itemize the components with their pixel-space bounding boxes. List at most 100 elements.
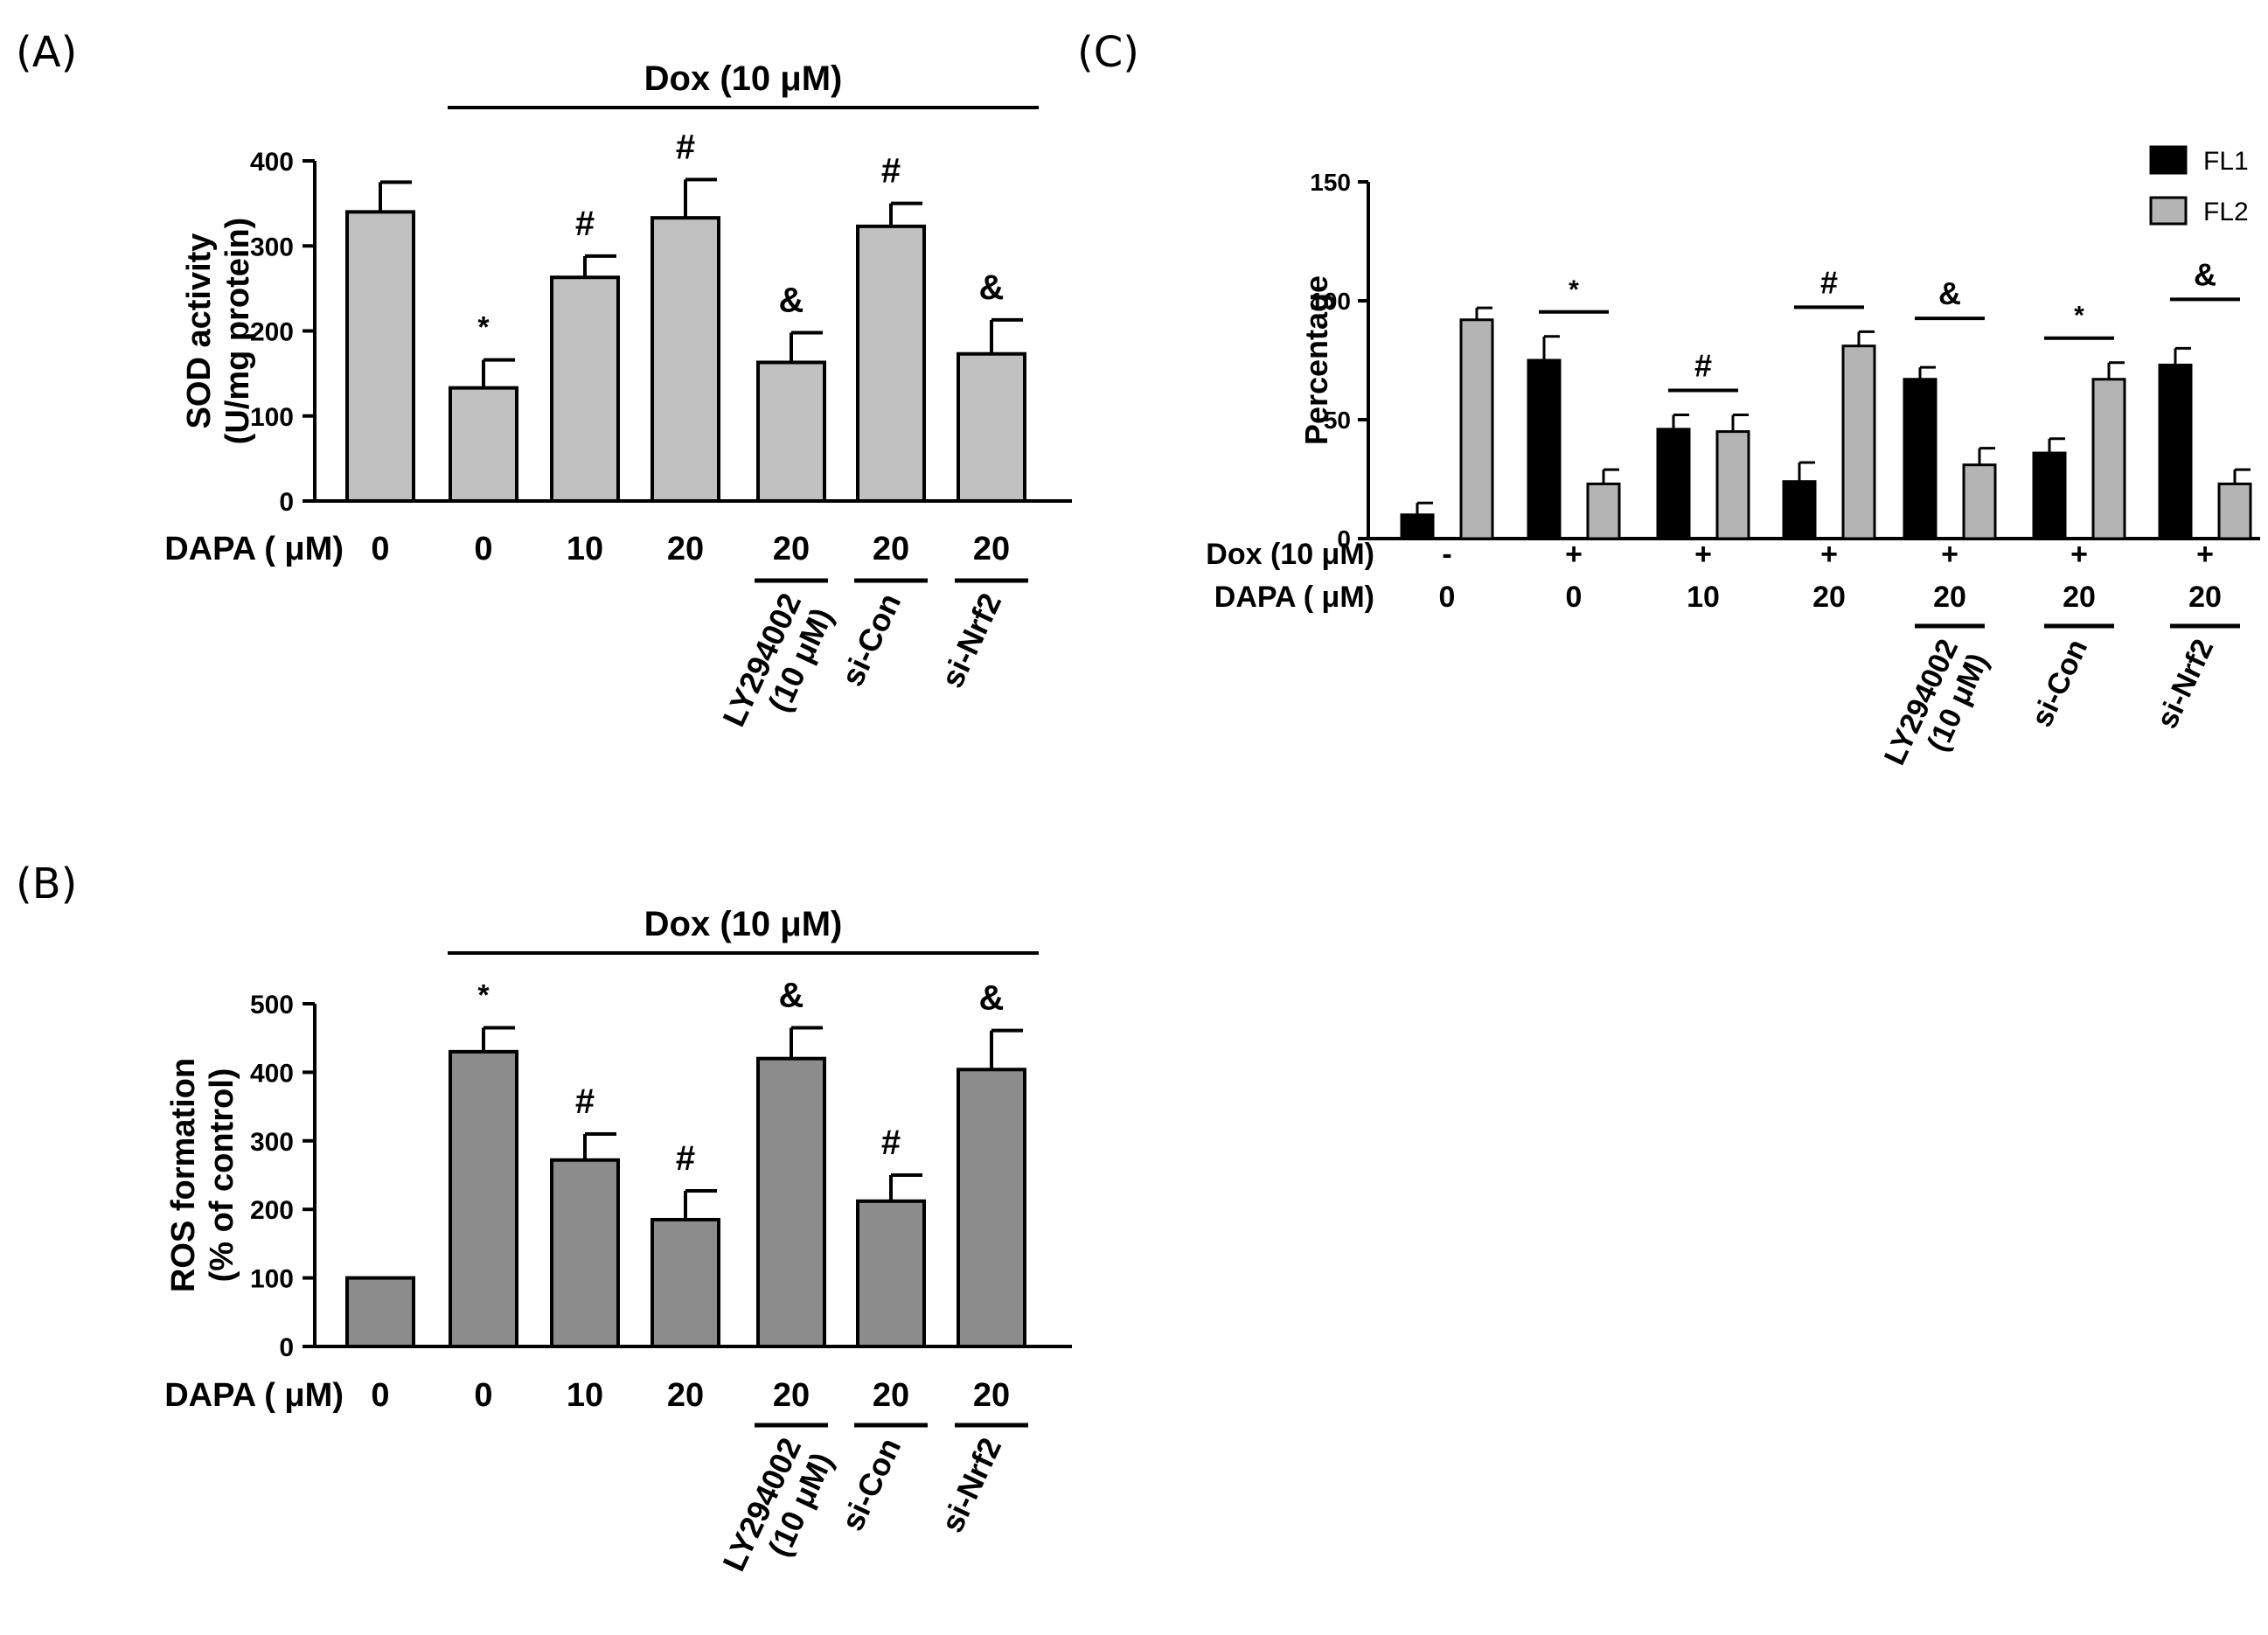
bar bbox=[856, 1199, 926, 1348]
y-axis-label-line2: (% of control) bbox=[204, 1068, 240, 1283]
bar bbox=[449, 1049, 518, 1348]
significance-marker: * bbox=[477, 978, 490, 1012]
dapa-value: 20 bbox=[2188, 581, 2222, 614]
dox-row-label: Dox (10 μM) bbox=[1206, 538, 1374, 571]
bar bbox=[1715, 430, 1750, 540]
dox-sign: + bbox=[2196, 538, 2214, 571]
dox-sign: + bbox=[1565, 538, 1583, 571]
bar bbox=[856, 224, 926, 503]
y-tick-label: 100 bbox=[1310, 288, 1351, 315]
y-axis-label-line1: SOD activity bbox=[181, 233, 218, 429]
y-tick-label: 50 bbox=[1324, 407, 1351, 434]
dox-sign: + bbox=[1694, 538, 1712, 571]
treatment-label: si-Nrf2 bbox=[2150, 634, 2220, 734]
bar bbox=[650, 1217, 720, 1348]
bar bbox=[1527, 358, 1562, 540]
treatment-label-line: si-Nrf2 bbox=[934, 588, 1008, 693]
legend-swatch bbox=[2149, 145, 2188, 175]
dapa-value: 20 bbox=[973, 1377, 1010, 1414]
dapa-value: 20 bbox=[873, 1377, 909, 1414]
bar bbox=[2217, 482, 2252, 540]
dapa-value: 20 bbox=[773, 531, 810, 567]
dox-header-label: Dox (10 μM) bbox=[644, 905, 843, 943]
panel-c: (C) 0 50 100 150 Percentage FL1 FL2 - 0 * +0 # +10 # +2… bbox=[1077, 28, 2260, 783]
bar bbox=[345, 1276, 415, 1348]
treatment-label: LY294002(10 μM) bbox=[715, 1432, 839, 1591]
bar bbox=[1841, 344, 1876, 540]
dapa-value: 20 bbox=[1812, 581, 1846, 614]
dapa-value: 0 bbox=[371, 1377, 389, 1414]
bar bbox=[2032, 451, 2067, 540]
significance-marker: # bbox=[1694, 348, 1712, 384]
significance-marker: * bbox=[477, 311, 490, 344]
significance-marker: & bbox=[979, 268, 1005, 307]
dapa-value: 20 bbox=[667, 531, 704, 567]
dapa-value: 0 bbox=[1566, 581, 1583, 614]
dapa-value: 0 bbox=[1439, 581, 1456, 614]
dapa-value: 20 bbox=[2063, 581, 2096, 614]
y-tick-label: 400 bbox=[250, 1059, 294, 1088]
y-tick-label: 0 bbox=[1337, 525, 1351, 553]
dox-sign: - bbox=[1442, 538, 1451, 571]
bar bbox=[756, 1056, 826, 1348]
legend-swatch bbox=[2149, 196, 2188, 226]
significance-marker: # bbox=[881, 1124, 901, 1162]
legend-label: FL2 bbox=[2203, 198, 2249, 226]
significance-marker: # bbox=[1820, 264, 1838, 300]
y-axis-label-line1: ROS formation bbox=[165, 1058, 202, 1292]
significance-marker: # bbox=[575, 205, 595, 243]
treatment-label: si-Con bbox=[834, 588, 908, 692]
treatment-label-line: si-Nrf2 bbox=[2150, 634, 2220, 734]
treatment-label-line: si-Nrf2 bbox=[934, 1432, 1008, 1538]
dox-header-label: Dox (10 μM) bbox=[644, 59, 843, 98]
dapa-value: 10 bbox=[567, 1377, 603, 1414]
bar bbox=[1962, 463, 1997, 540]
significance-marker: # bbox=[676, 128, 695, 166]
dapa-value: 20 bbox=[773, 1377, 810, 1414]
bar bbox=[957, 1068, 1026, 1349]
treatment-label: si-Nrf2 bbox=[934, 1432, 1008, 1538]
y-axis-label: ROS formation(% of control) bbox=[165, 1058, 240, 1292]
significance-marker: # bbox=[881, 152, 901, 191]
bar bbox=[1400, 513, 1435, 540]
bar bbox=[957, 351, 1026, 503]
bar bbox=[2091, 378, 2126, 540]
treatment-label: si-Nrf2 bbox=[934, 588, 1008, 693]
dox-sign: + bbox=[1941, 538, 1958, 571]
dapa-value: 20 bbox=[873, 531, 909, 567]
bar bbox=[550, 275, 620, 504]
bar bbox=[650, 216, 720, 503]
y-tick-label: 100 bbox=[250, 1265, 294, 1294]
bar bbox=[2158, 363, 2193, 540]
dapa-value: 20 bbox=[973, 531, 1010, 567]
y-axis-label: Percentage bbox=[1298, 275, 1334, 445]
significance-marker: & bbox=[1938, 275, 1961, 311]
significance-marker: # bbox=[676, 1139, 695, 1178]
y-tick-label: 300 bbox=[250, 233, 294, 261]
dapa-value: 20 bbox=[667, 1377, 704, 1414]
dox-sign: + bbox=[1820, 538, 1838, 571]
significance-marker: * bbox=[1569, 275, 1579, 304]
panel-label: (C) bbox=[1077, 28, 1139, 77]
bar bbox=[345, 210, 415, 503]
y-tick-label: 200 bbox=[250, 1196, 294, 1225]
treatment-label: LY294002(10 μM) bbox=[1878, 634, 1995, 783]
dapa-value: 0 bbox=[474, 531, 492, 567]
significance-marker: # bbox=[575, 1082, 595, 1121]
bar bbox=[1656, 428, 1691, 540]
bar bbox=[1782, 480, 1817, 540]
y-axis-label-line2: (U/mg protein) bbox=[219, 218, 256, 445]
treatment-label-line: si-Con bbox=[834, 588, 908, 692]
y-axis-label: SOD activity(U/mg protein) bbox=[181, 218, 256, 445]
y-tick-label: 0 bbox=[279, 488, 294, 517]
dapa-row-label: DAPA ( μM) bbox=[164, 531, 344, 567]
dapa-row-label: DAPA ( μM) bbox=[1214, 581, 1374, 614]
significance-marker: * bbox=[2074, 302, 2084, 330]
dapa-value: 0 bbox=[371, 531, 389, 567]
y-tick-label: 400 bbox=[250, 148, 294, 177]
significance-marker: & bbox=[779, 281, 804, 319]
bar bbox=[1586, 482, 1621, 540]
